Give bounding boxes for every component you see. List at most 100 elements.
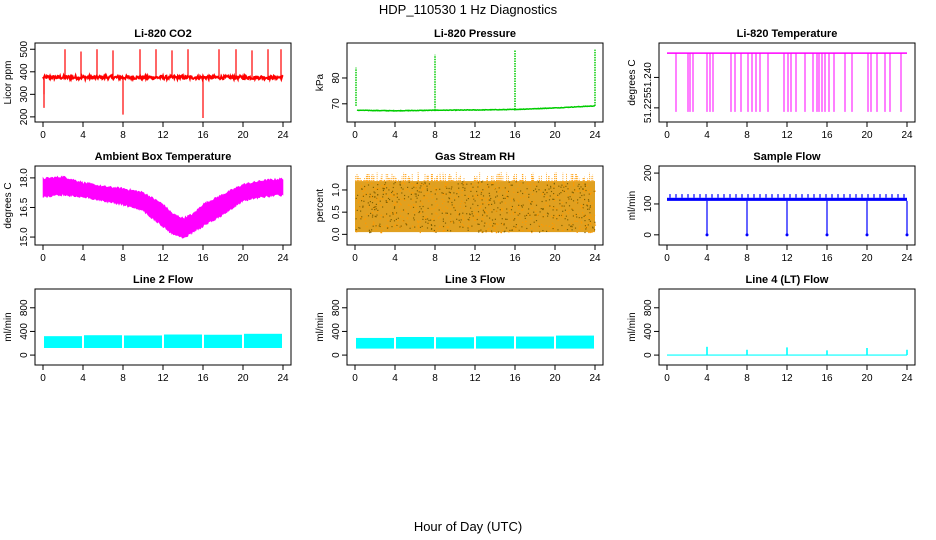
scatter-point (413, 211, 415, 213)
scatter-point (547, 204, 549, 206)
scatter-point (576, 201, 578, 203)
scatter-point (533, 190, 535, 192)
scatter-point (556, 209, 558, 211)
scatter-point (493, 200, 495, 202)
scatter-point (484, 209, 486, 211)
scatter-point (396, 201, 398, 203)
panel-title: Line 2 Flow (133, 274, 193, 286)
scatter-point (564, 227, 567, 229)
scatter-point (519, 205, 521, 207)
series-segment (356, 337, 394, 349)
scatter-point (382, 216, 384, 218)
scatter-point (377, 182, 379, 184)
scatter-point (553, 216, 556, 218)
scatter-point (533, 221, 535, 223)
scatter-point (482, 231, 484, 233)
scatter-point (494, 202, 496, 204)
scatter-point (375, 216, 377, 218)
scatter-point (584, 220, 586, 222)
scatter-point (409, 227, 411, 229)
scatter-point (564, 184, 566, 186)
scatter-point (491, 182, 493, 184)
x-tick-label: 4 (80, 253, 86, 264)
scatter-point (412, 225, 414, 227)
scatter-point (553, 214, 555, 217)
scatter-point (377, 184, 379, 186)
scatter-point (563, 182, 565, 184)
scatter-point (497, 231, 500, 233)
scatter-point (555, 196, 557, 198)
scatter-point (489, 205, 491, 207)
scatter-point (494, 218, 496, 220)
scatter-point (392, 212, 394, 214)
scatter-point (435, 212, 437, 214)
y-tick-label: 300 (19, 86, 30, 103)
scatter-point (567, 219, 569, 221)
scatter-point (391, 226, 393, 228)
scatter-point (404, 189, 406, 191)
scatter-point (367, 202, 369, 204)
scatter-point (408, 204, 410, 206)
scatter-point (537, 226, 540, 228)
plot-frame (34, 42, 292, 123)
scatter-point (518, 213, 520, 215)
scatter-point (517, 201, 520, 203)
scatter-point (557, 229, 559, 231)
scatter-point (412, 192, 414, 194)
scatter-point (472, 215, 474, 217)
scatter-point (427, 218, 429, 220)
scatter-point (509, 209, 511, 212)
scatter-point (577, 213, 579, 215)
scatter-point (574, 189, 576, 191)
scatter-point (391, 191, 393, 194)
scatter-point (585, 228, 587, 230)
scatter-point (371, 212, 374, 214)
scatter-point (521, 209, 523, 211)
scatter-point (490, 209, 492, 211)
scatter-point (404, 199, 406, 201)
scatter-point (406, 217, 408, 219)
scatter-point (511, 205, 513, 208)
scatter-point (535, 220, 538, 222)
scatter-point (552, 209, 554, 211)
scatter-point (583, 215, 585, 217)
x-tick-label: 12 (781, 373, 793, 384)
scatter-point (450, 221, 452, 223)
scatter-point (544, 206, 546, 208)
y-tick-label: 800 (643, 299, 654, 316)
panel-5: Sample Flow 0 4 8 12 16 20 24 0 100 200 ml/min (627, 151, 916, 264)
scatter-point (486, 229, 489, 231)
scatter-point (501, 223, 503, 225)
scatter-point (543, 214, 545, 216)
scatter-point (411, 192, 413, 194)
scatter-point (589, 206, 591, 208)
scatter-point (462, 186, 464, 189)
scatter-point (461, 190, 463, 192)
scatter-point (533, 211, 535, 213)
scatter-point (394, 224, 396, 226)
scatter-point (542, 208, 544, 211)
scatter-point (562, 189, 564, 192)
scatter-point (394, 211, 396, 214)
scatter-point (424, 210, 426, 212)
scatter-point (460, 219, 462, 221)
scatter-point (567, 188, 569, 190)
y-tick-label: 80 (331, 72, 342, 84)
scatter-point (441, 192, 443, 194)
scatter-point (458, 214, 460, 216)
scatter-point (490, 224, 492, 226)
scatter-point (374, 206, 376, 208)
scatter-point (377, 187, 379, 189)
scatter-point (565, 202, 567, 204)
y-tick-label: 70 (331, 98, 342, 110)
scatter-point (491, 211, 493, 213)
scatter-point (418, 189, 420, 192)
scatter-point (448, 191, 450, 193)
y-axis-label: percent (315, 189, 326, 223)
x-tick-label: 4 (704, 373, 710, 384)
panel-8: Line 4 (LT) Flow 0 4 8 12 16 20 24 0 400 800 ml/min (627, 274, 916, 384)
scatter-point (484, 198, 486, 200)
scatter-point (589, 220, 591, 222)
scatter-point (515, 226, 517, 228)
scatter-point (365, 193, 367, 196)
